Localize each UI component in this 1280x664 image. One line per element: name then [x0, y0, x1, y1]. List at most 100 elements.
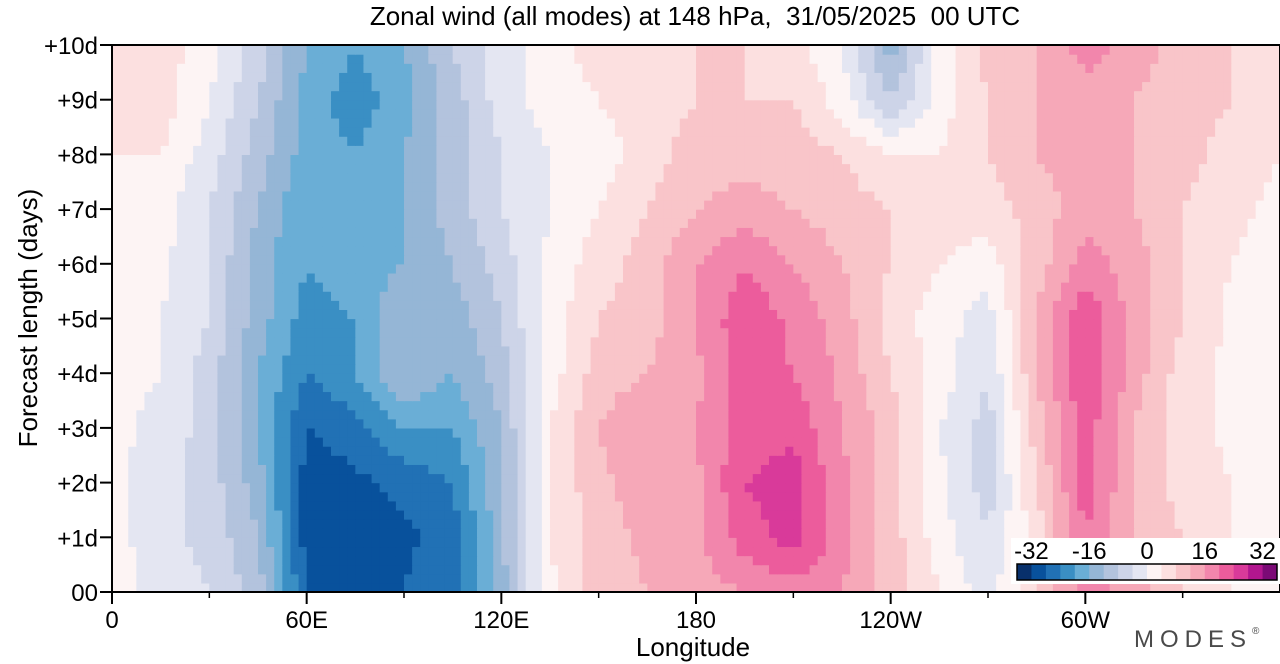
- heatmap-cell: [647, 364, 657, 374]
- heatmap-cell: [298, 500, 308, 511]
- heatmap-cell: [241, 318, 251, 329]
- heatmap-cell: [404, 482, 413, 493]
- heatmap-cell: [1223, 300, 1232, 310]
- heatmap-cell: [1109, 327, 1119, 338]
- heatmap-cell: [996, 345, 1005, 356]
- heatmap-cell: [1069, 336, 1078, 347]
- heatmap-cell: [501, 382, 511, 393]
- heatmap-cell: [1093, 291, 1103, 301]
- heatmap-cell: [306, 473, 316, 484]
- heatmap-cell: [996, 482, 1005, 493]
- heatmap-cell: [501, 373, 511, 383]
- heatmap-cell: [1004, 291, 1013, 301]
- heatmap-cell: [477, 400, 486, 411]
- heatmap-cell: [1028, 309, 1038, 320]
- heatmap-cell: [558, 364, 567, 374]
- heatmap-cell: [1020, 400, 1030, 411]
- heatmap-cell: [760, 291, 770, 301]
- heatmap-cell: [1061, 336, 1070, 347]
- heatmap-cell: [842, 427, 851, 438]
- heatmap-cell: [1028, 327, 1038, 338]
- heatmap-cell: [614, 519, 624, 529]
- heatmap-cell: [541, 373, 551, 383]
- heatmap-cell: [655, 291, 665, 301]
- heatmap-cell: [485, 336, 494, 347]
- heatmap-cell: [258, 291, 267, 301]
- heatmap-cell: [1166, 473, 1176, 484]
- heatmap-cell: [517, 473, 527, 484]
- heatmap-cell: [444, 300, 454, 310]
- heatmap-cell: [793, 573, 803, 584]
- heatmap-cell: [955, 391, 965, 402]
- heatmap-cell: [679, 354, 689, 365]
- heatmap-cell: [1004, 491, 1013, 502]
- heatmap-cell: [793, 464, 803, 475]
- heatmap-cell: [825, 546, 835, 557]
- heatmap-cell: [258, 555, 267, 566]
- heatmap-cell: [777, 364, 786, 374]
- heatmap-cell: [225, 282, 235, 292]
- heatmap-cell: [509, 327, 519, 338]
- heatmap-cell: [1182, 582, 1192, 592]
- heatmap-cell: [598, 573, 608, 584]
- heatmap-cell: [136, 364, 146, 374]
- heatmap-cell: [1077, 409, 1086, 420]
- heatmap-cell: [1077, 336, 1086, 347]
- heatmap-cell: [647, 555, 657, 566]
- heatmap-cell: [1198, 418, 1208, 429]
- heatmap-cell: [598, 272, 608, 283]
- heatmap-cell: [639, 373, 648, 383]
- heatmap-cell: [1215, 373, 1224, 383]
- heatmap-cell: [842, 282, 851, 292]
- heatmap-cell: [525, 500, 535, 511]
- heatmap-cell: [493, 336, 502, 347]
- heatmap-cell: [152, 582, 162, 592]
- heatmap-cell: [996, 282, 1005, 292]
- heatmap-cell: [882, 318, 892, 329]
- heatmap-cell: [387, 336, 397, 347]
- heatmap-cell: [347, 409, 356, 420]
- heatmap-cell: [550, 446, 559, 456]
- heatmap-cell: [1085, 327, 1095, 338]
- heatmap-cell: [1028, 373, 1038, 383]
- heatmap-cell: [404, 382, 413, 393]
- heatmap-cell: [444, 464, 454, 475]
- heatmap-cell: [274, 573, 283, 584]
- heatmap-cell: [931, 291, 940, 301]
- heatmap-cell: [647, 509, 657, 520]
- heatmap-cell: [833, 464, 843, 475]
- heatmap-cell: [858, 455, 867, 465]
- heatmap-cell: [801, 437, 811, 447]
- heatmap-cell: [136, 546, 146, 557]
- heatmap-cell: [477, 491, 486, 502]
- heatmap-cell: [1101, 282, 1111, 292]
- heatmap-cell: [882, 354, 892, 365]
- heatmap-cell: [817, 327, 827, 338]
- heatmap-cell: [566, 464, 575, 475]
- heatmap-cell: [728, 537, 738, 548]
- heatmap-cell: [939, 382, 949, 393]
- heatmap-cell: [144, 291, 154, 301]
- heatmap-cell: [850, 400, 859, 411]
- heatmap-cell: [282, 509, 292, 520]
- heatmap-cell: [152, 509, 162, 520]
- heatmap-cell: [890, 519, 900, 529]
- heatmap-cell: [420, 336, 429, 347]
- heatmap-cell: [639, 391, 648, 402]
- heatmap-cell: [1239, 491, 1249, 502]
- heatmap-cell: [347, 482, 356, 493]
- heatmap-cell: [1263, 400, 1273, 411]
- heatmap-cell: [420, 291, 429, 301]
- heatmap-cell: [1101, 400, 1111, 411]
- heatmap-cell: [160, 491, 170, 502]
- heatmap-cell: [112, 282, 121, 292]
- heatmap-cell: [1077, 291, 1086, 301]
- heatmap-cell: [225, 391, 235, 402]
- heatmap-cell: [274, 282, 283, 292]
- heatmap-cell: [1271, 373, 1280, 383]
- heatmap-cell: [1101, 528, 1111, 538]
- heatmap-cell: [509, 446, 519, 456]
- heatmap-cell: [988, 345, 997, 356]
- heatmap-cell: [687, 309, 697, 320]
- heatmap-cell: [923, 318, 932, 329]
